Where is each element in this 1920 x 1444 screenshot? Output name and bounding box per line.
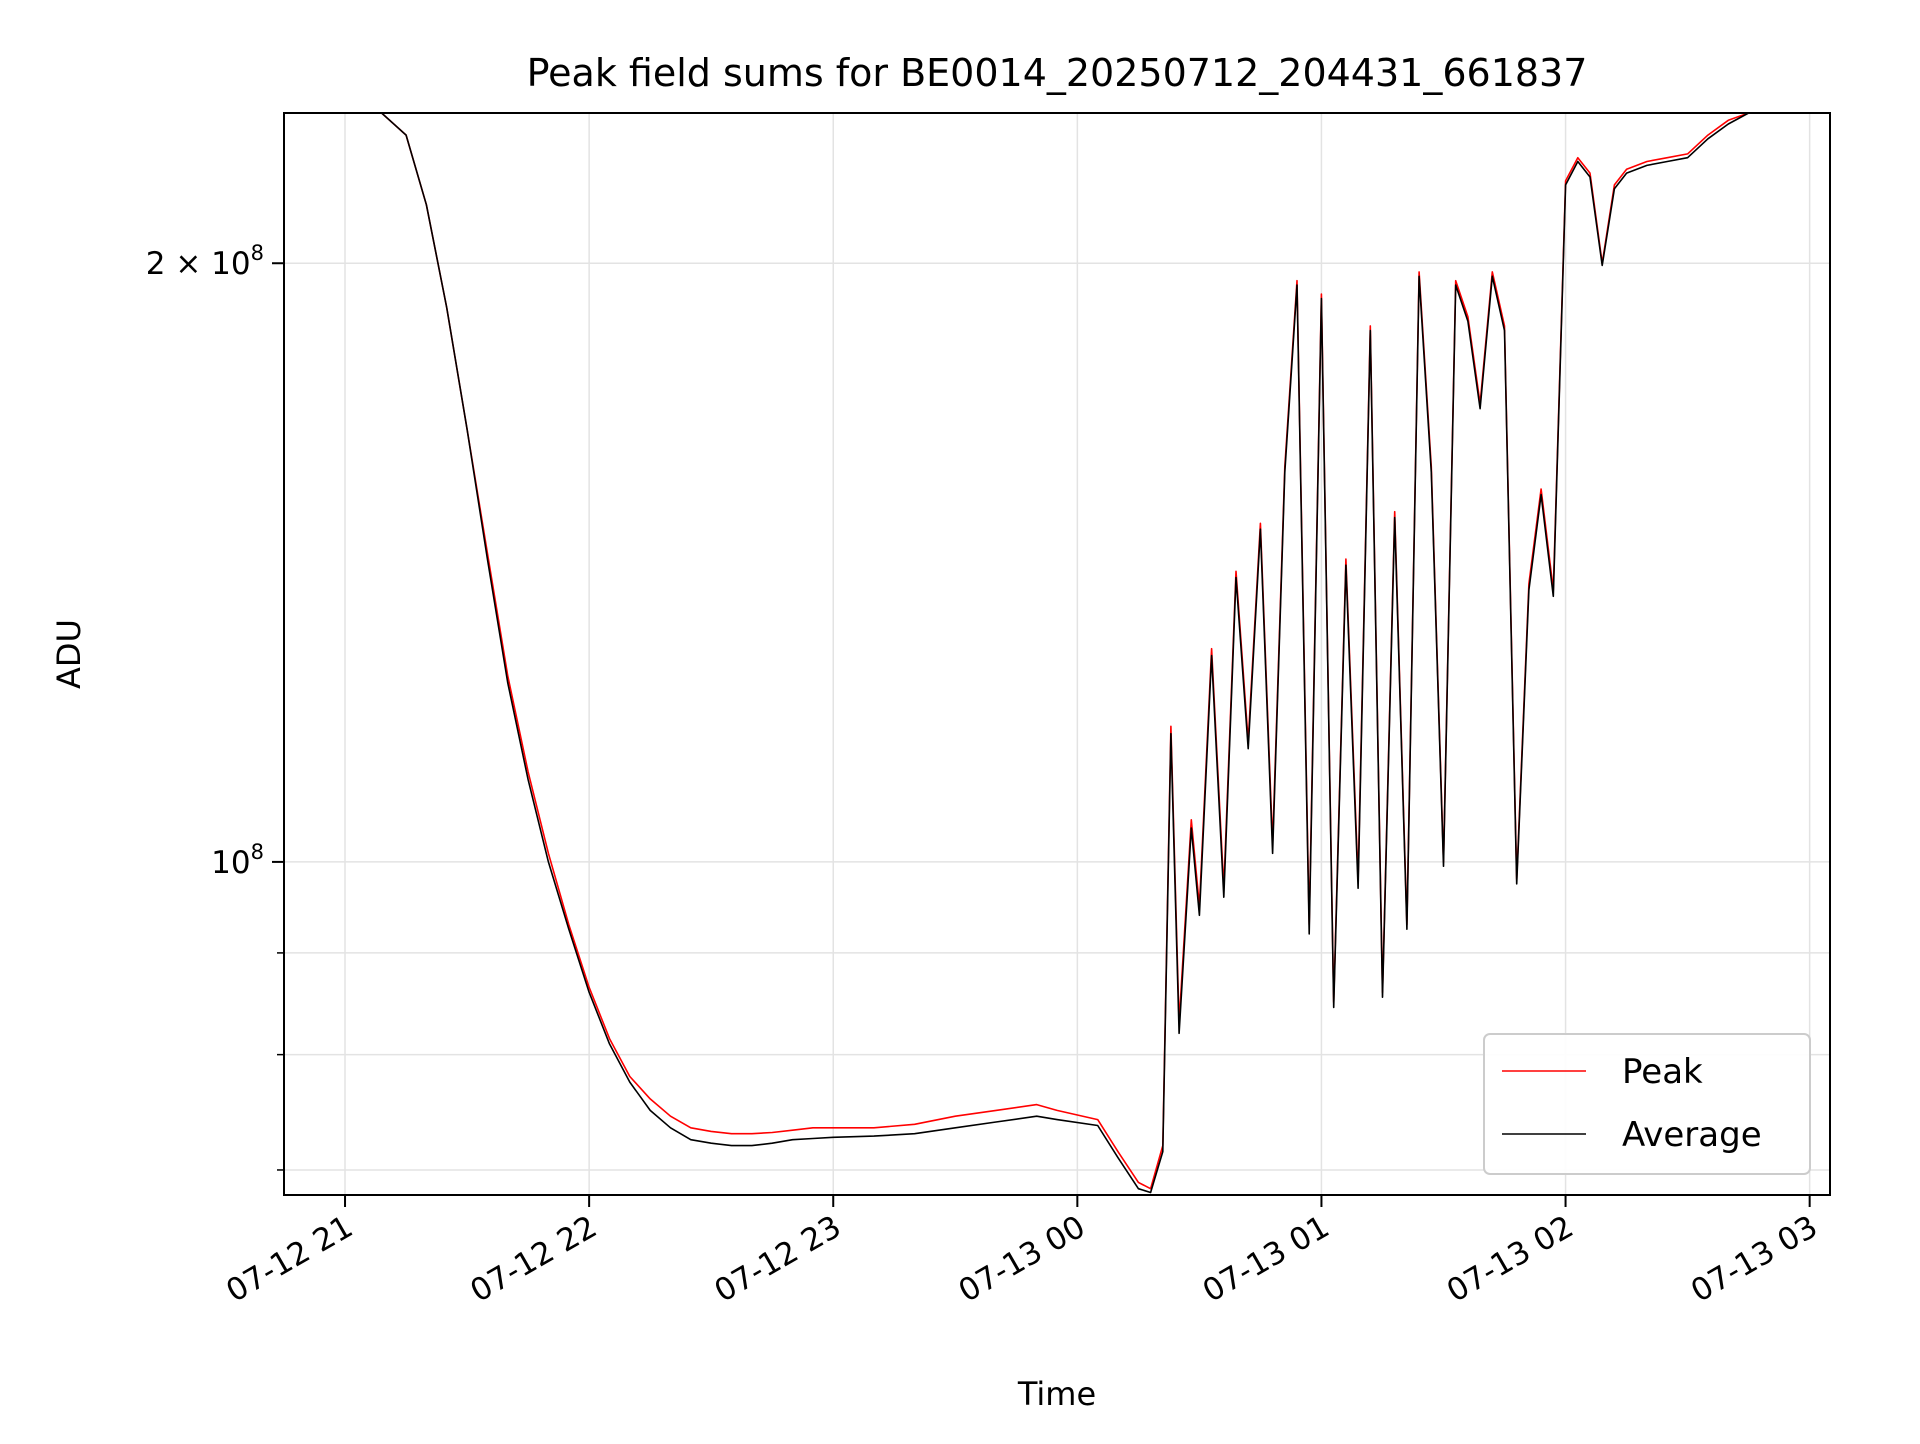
plot-area-frame — [283, 112, 1831, 1196]
legend-label-peak: Peak — [1622, 1052, 1703, 1092]
legend-label-average: Average — [1622, 1115, 1762, 1155]
legend: Peak Average — [1483, 1033, 1811, 1175]
chart-title: Peak field sums for BE0014_20250712_2044… — [527, 51, 1588, 95]
x-axis-label: Time — [1017, 1375, 1096, 1413]
series-line-average — [381, 113, 1749, 1194]
series-layer — [381, 113, 1749, 1194]
y-tick-label: 108 — [211, 840, 264, 881]
y-tick-label: 2 × 108 — [146, 241, 264, 282]
y-axis-label: ADU — [50, 619, 88, 689]
legend-box — [1483, 1033, 1811, 1175]
